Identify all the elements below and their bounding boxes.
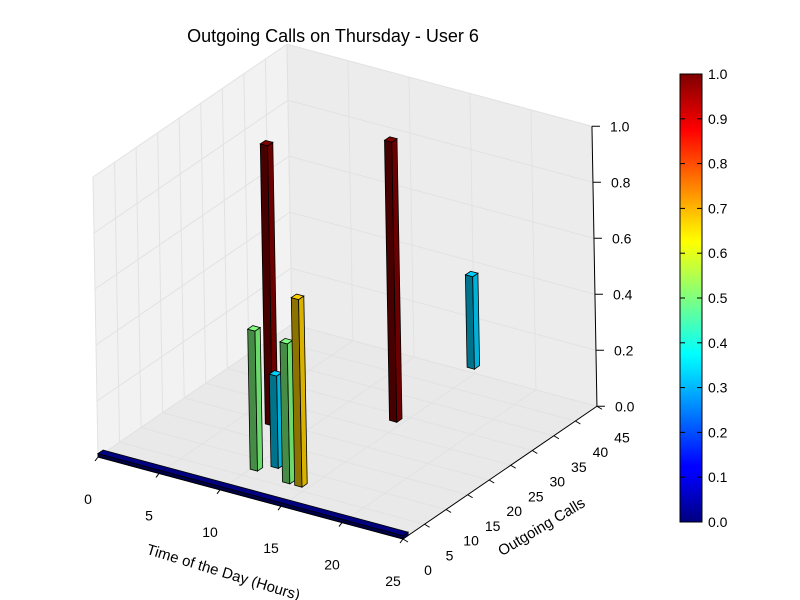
baseline-bar-top: [96, 449, 410, 537]
bar-4-top: [290, 293, 305, 301]
bar-5-top: [383, 136, 398, 143]
grid-line: [408, 77, 415, 358]
tick-labels: 05101520250510152025303540450.00.20.40.6…: [84, 118, 635, 589]
colorbar-tick-label: 0.8: [708, 156, 728, 172]
y-axis-line: [402, 405, 598, 540]
z-axis-line: [591, 126, 598, 407]
y-tick-label: 30: [550, 474, 566, 490]
grid-line: [178, 117, 185, 399]
grid-line: [135, 147, 142, 428]
tick-mark: [510, 464, 517, 469]
bar-1-top: [246, 325, 262, 332]
grid-line: [290, 267, 597, 351]
tick-mark: [402, 538, 409, 543]
colorbar: 0.0 0.1 0.2 0.3 0.4 0.5 0.6 0.7 0.8 0.9 1.0: [679, 66, 728, 530]
grid-line: [288, 155, 595, 239]
x-tick-label: 15: [263, 540, 279, 556]
grid-line: [270, 338, 576, 422]
grid-line: [221, 88, 228, 369]
x-tick-label: 25: [385, 573, 401, 589]
y-tick-label: 0: [424, 562, 432, 578]
back-pane: [286, 44, 597, 407]
tick-mark: [94, 456, 99, 462]
y-tick-label: 5: [446, 547, 454, 563]
z-tick-label: 0.6: [612, 230, 632, 246]
tick-mark: [553, 435, 560, 440]
z-tick-label: 0.2: [614, 342, 634, 358]
grid-line: [347, 60, 354, 341]
bar-0-top: [259, 139, 274, 147]
tick-mark: [338, 522, 343, 527]
tick-mark: [532, 450, 538, 454]
x-tick-label: 20: [324, 557, 340, 573]
bar-4: [290, 293, 308, 488]
y-tick-label: 20: [506, 503, 522, 519]
grid-line: [291, 323, 598, 407]
x-tick-label: 0: [84, 491, 92, 507]
grid-line: [289, 211, 596, 295]
grid-line: [114, 162, 121, 443]
grid-line: [286, 44, 293, 325]
grid-line: [287, 99, 594, 183]
tick-mark: [575, 420, 581, 425]
y-tick-label: 45: [614, 429, 630, 445]
y-tick-label: 35: [571, 459, 587, 475]
colorbar-tick-label: 0.2: [708, 424, 728, 440]
colorbar-tick-label: 0.4: [708, 335, 728, 351]
z-tick-label: 0.8: [611, 174, 631, 190]
left-pane: [93, 44, 292, 458]
z-tick-label: 0.0: [615, 398, 635, 414]
tick-mark: [155, 473, 160, 478]
axes-panes: [93, 44, 597, 539]
tick-mark: [488, 479, 495, 484]
y-tick-label: 25: [528, 488, 544, 504]
grid-line: [341, 389, 537, 524]
colorbar-tick-label: 0.7: [708, 200, 728, 216]
bar-6: [464, 270, 481, 370]
grid-line: [530, 109, 537, 390]
grid-line: [119, 441, 425, 525]
colorbar-ticks: 0.0 0.1 0.2 0.3 0.4 0.5 0.6 0.7 0.8 0.9 1.0: [680, 66, 728, 530]
bar-series: [96, 136, 481, 540]
colorbar-tick-label: 0.5: [708, 290, 728, 306]
x-tick-label: 5: [145, 507, 153, 523]
grid-line: [200, 103, 207, 384]
colorbar-tick-label: 1.0: [708, 66, 728, 82]
z-tick-label: 0.4: [613, 286, 633, 302]
grid-line: [92, 43, 288, 178]
tick-mark: [467, 494, 473, 499]
bar-5: [383, 136, 403, 424]
bar-6-top: [464, 270, 479, 278]
colorbar-tick-label: 0.1: [708, 469, 728, 485]
baseline-bar: [96, 449, 410, 540]
tick-mark: [445, 509, 452, 513]
y-tick-label: 10: [463, 533, 479, 549]
grid-line: [157, 132, 164, 413]
tick-mark: [399, 538, 404, 544]
grid-line: [94, 155, 290, 290]
y-tick-label: 40: [593, 444, 609, 460]
grid-line: [95, 211, 291, 346]
grid-line: [162, 412, 468, 496]
colorbar-tick-label: 0.3: [708, 380, 728, 396]
grid-line: [280, 373, 476, 507]
grid-line: [286, 43, 593, 127]
tick-mark: [277, 505, 282, 511]
tick-mark: [424, 523, 430, 528]
colorbar-tick-label: 0.6: [708, 245, 728, 261]
colorbar-tick-label: 0.9: [708, 111, 728, 127]
chart-title: Outgoing Calls on Thursday - User 6: [187, 26, 479, 46]
tick-mark: [216, 489, 221, 495]
y-tick-label: 15: [485, 518, 501, 534]
x-tick-label: 10: [202, 524, 218, 540]
bar-1: [246, 325, 264, 472]
z-tick-label: 1.0: [610, 118, 630, 134]
grid-line: [243, 73, 250, 354]
colorbar-tick-label: 0.0: [708, 514, 728, 530]
grid-line: [184, 397, 490, 481]
grid-line: [93, 99, 289, 234]
grid-line: [96, 267, 292, 402]
grid-line: [92, 176, 99, 458]
